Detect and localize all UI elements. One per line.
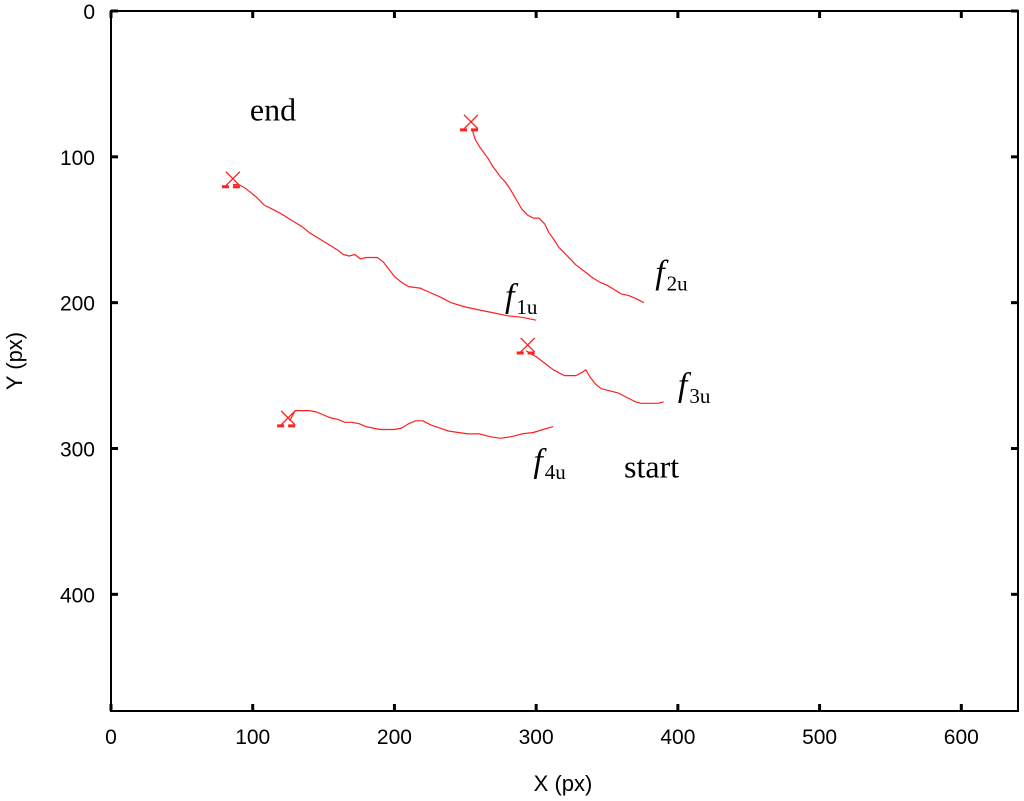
series-layer: f1u f2u f3u f4u (232, 130, 711, 484)
x-tick-label-2: 200 (377, 726, 412, 749)
series-label-sub-3: 3u (689, 384, 711, 408)
start-marker-3 (516, 337, 539, 355)
marker-layer (221, 114, 539, 428)
annotation-start: start (624, 449, 679, 485)
series-line-1 (232, 183, 537, 321)
y-tick-label-4: 400 (60, 584, 95, 607)
annotation-end: end (250, 91, 296, 127)
y-tick-label-2: 200 (60, 293, 95, 316)
x-tick-label-1: 100 (235, 726, 270, 749)
x-tick-label-6: 600 (944, 726, 979, 749)
series-label-sub-1: 1u (516, 295, 538, 319)
x-tick-label-0: 0 (105, 726, 117, 749)
y-tick-label-0: 0 (83, 1, 95, 24)
series-label-1: f1u (505, 278, 538, 319)
tick-labels: 0 100 200 300 400 500 600 0 100 200 300 400 (60, 1, 979, 749)
series-label-4: f4u (533, 443, 566, 484)
x-tick-label-5: 500 (802, 726, 837, 749)
series-label-3: f3u (678, 367, 711, 408)
x-axis-title: X (px) (534, 771, 593, 796)
x-tick-label-3: 300 (519, 726, 554, 749)
x-tick-label-4: 400 (660, 726, 695, 749)
y-tick-label-3: 300 (60, 439, 95, 462)
series-line-4 (289, 410, 554, 439)
start-marker-2 (459, 114, 482, 132)
series-line-2 (471, 130, 645, 304)
series-label-sub-2: 2u (667, 272, 689, 296)
series-label-2: f2u (655, 255, 688, 296)
y-axis-title: Y (px) (2, 332, 27, 390)
start-marker-4 (277, 410, 300, 428)
series-label-sub-4: 4u (545, 460, 567, 484)
ticks (109, 9, 1018, 711)
annotation-layer: end start (250, 91, 679, 484)
start-marker-1 (221, 171, 244, 189)
y-tick-label-1: 100 (60, 147, 95, 170)
series-line-3 (525, 350, 664, 404)
plot-frame (110, 10, 1019, 712)
